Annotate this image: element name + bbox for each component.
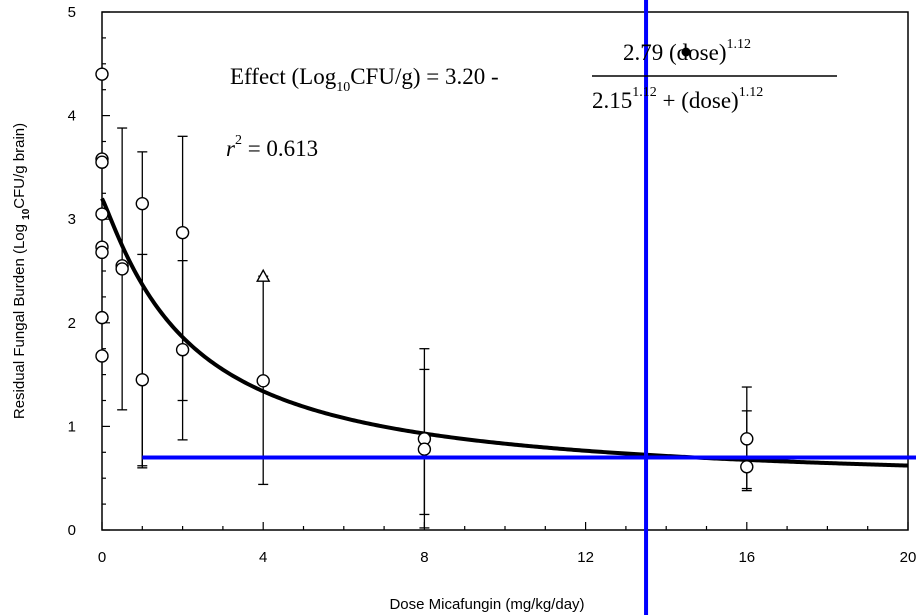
svg-text:Effect (Log10CFU/g) = 3.20 -: Effect (Log10CFU/g) = 3.20 - [230, 64, 499, 95]
plot-frame [101, 11, 909, 531]
fit-curve [100, 197, 909, 468]
data-point [740, 432, 754, 446]
x-tick-label: 20 [900, 549, 916, 566]
data-point [740, 460, 754, 474]
data-point [95, 207, 109, 221]
fit-equation: Effect (Log10CFU/g) = 3.20 - 2.79 (dose)… [230, 37, 837, 113]
data-point [175, 343, 190, 357]
data-point [95, 67, 109, 81]
x-axis-title: Dose Micafungin (mg/kg/day) [389, 596, 584, 613]
x-tick-label: 8 [420, 549, 428, 566]
y-tick-label: 0 [68, 522, 76, 539]
data-point [95, 349, 109, 363]
data-point-triangle [256, 268, 271, 282]
x-tick-label: 16 [738, 549, 755, 566]
data-point [256, 374, 270, 388]
y-axis-title: Residual Fungal Burden (Log 10CFU/g brai… [11, 123, 32, 419]
y-tick-label: 4 [68, 108, 76, 125]
svg-text:2.79 (dose)1.12: 2.79 (dose)1.12 [623, 37, 751, 65]
x-tick-label: 0 [98, 549, 106, 566]
x-tick-labels: 0 4 8 12 16 20 [98, 549, 916, 566]
error-bars [117, 127, 752, 529]
multiplication-dot [681, 47, 691, 57]
data-point [95, 155, 109, 169]
x-tick-label: 4 [259, 549, 267, 566]
y-tick-labels: 0 1 2 3 4 5 [68, 4, 76, 539]
y-tick-label: 2 [68, 315, 76, 332]
data-point [135, 196, 150, 211]
data-markers [95, 67, 754, 474]
data-point [175, 225, 190, 240]
axis-ticks [101, 11, 909, 531]
x-tick-label: 12 [577, 549, 594, 566]
data-point [135, 373, 150, 387]
y-tick-label: 5 [68, 4, 76, 21]
data-point [417, 442, 432, 456]
data-point [115, 262, 129, 276]
data-point [95, 245, 109, 260]
r-squared: r2 = 0.613 [226, 133, 318, 161]
y-tick-label: 3 [68, 211, 76, 228]
data-point [95, 310, 109, 325]
svg-text:2.151.12 + (dose)1.12: 2.151.12 + (dose)1.12 [592, 85, 763, 113]
y-tick-label: 1 [68, 418, 76, 435]
